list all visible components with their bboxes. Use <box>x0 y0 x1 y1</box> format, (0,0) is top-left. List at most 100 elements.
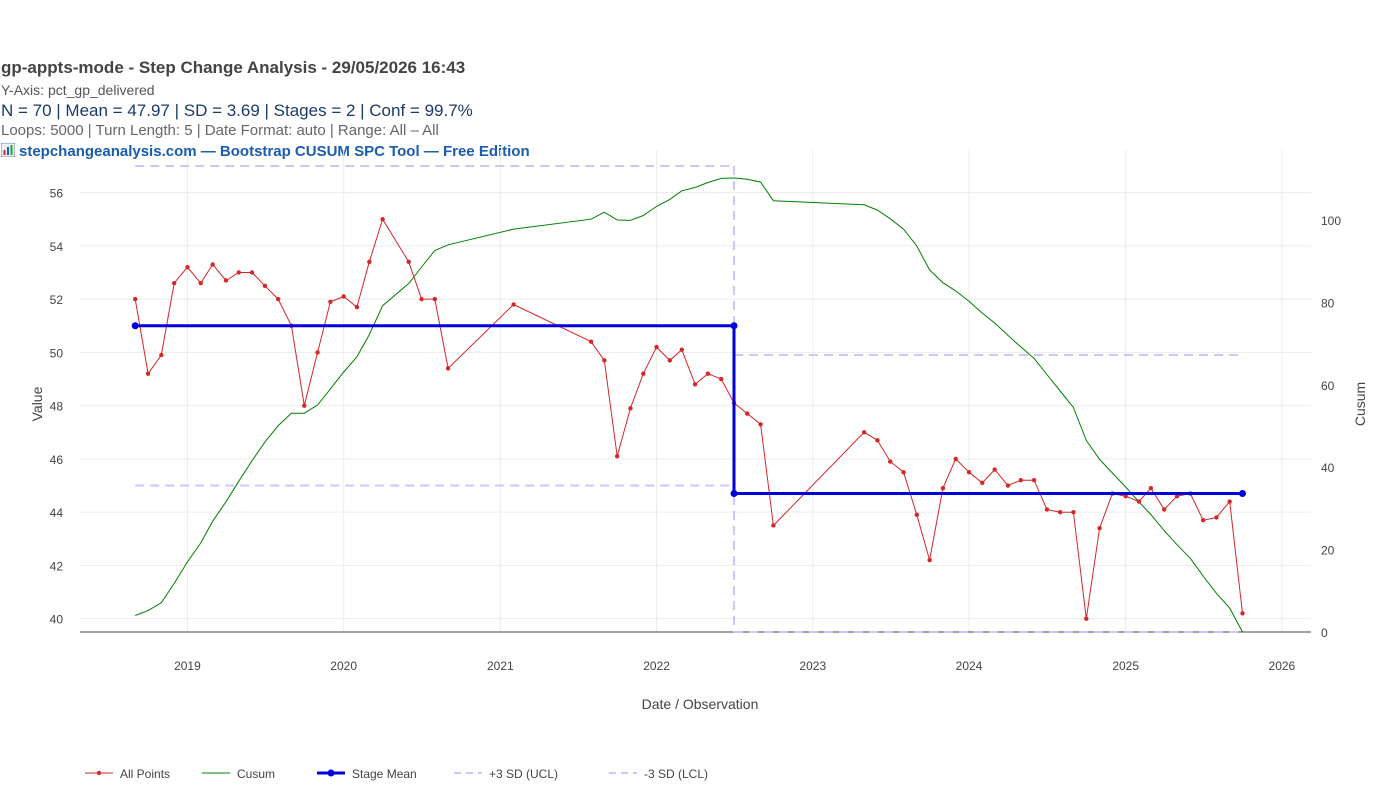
data-point <box>1214 515 1219 520</box>
data-point <box>679 347 685 352</box>
data-point <box>914 512 919 518</box>
data-point <box>654 344 659 350</box>
data-point <box>145 371 151 376</box>
legend-label: All Points <box>120 767 170 781</box>
data-point <box>1240 611 1245 616</box>
data-point <box>341 294 346 299</box>
points-line <box>134 217 1243 619</box>
bar-chart-icon <box>1 143 15 157</box>
data-point <box>210 262 215 267</box>
data-point <box>1148 485 1154 491</box>
y-axis-caption: Y-Axis: pct_gp_delivered <box>1 82 155 98</box>
data-point <box>328 299 333 304</box>
legend[interactable]: All Points Cusum Stage Mean +3 SD (UCL) -3 S… <box>85 767 708 781</box>
legend-label: Stage Mean <box>352 767 417 781</box>
x-tick-label: 2026 <box>1269 659 1296 673</box>
data-point <box>198 280 203 286</box>
data-point <box>354 304 360 310</box>
x-tick-label: 2022 <box>643 659 670 673</box>
data-point <box>1005 483 1011 488</box>
stats-summary: N = 70 | Mean = 47.97 | SD = 3.69 | Stag… <box>1 101 473 120</box>
data-point <box>315 350 320 355</box>
y2-tick-label: 60 <box>1321 379 1335 393</box>
y-tick-label: 50 <box>50 346 64 360</box>
y2-tick-label: 40 <box>1321 461 1335 475</box>
credit-link[interactable]: stepchangeanalysis.com — Bootstrap CUSUM… <box>1 143 530 160</box>
data-point <box>1044 507 1050 512</box>
stage-mean-marker <box>1239 490 1247 498</box>
legend-item[interactable]: Stage Mean <box>317 767 417 781</box>
legend-item[interactable]: Cusum <box>202 767 275 781</box>
stage-mean-line <box>135 324 1243 495</box>
x-tick-label: 2023 <box>799 659 826 673</box>
data-point <box>1071 509 1076 515</box>
data-point <box>1057 509 1063 515</box>
y2-tick-label: 0 <box>1321 626 1328 640</box>
data-point <box>445 366 451 371</box>
y-axis-label: Value <box>29 386 45 421</box>
credit-text: stepchangeanalysis.com — Bootstrap CUSUM… <box>19 143 530 160</box>
legend-item[interactable]: All Points <box>85 767 170 781</box>
data-point <box>940 485 946 491</box>
y-tick-label: 52 <box>50 293 64 307</box>
y-tick-label: 44 <box>50 506 64 520</box>
stage-mean-marker <box>730 490 738 498</box>
y-tick-label: 46 <box>50 453 64 467</box>
data-point <box>980 480 985 486</box>
data-point <box>705 371 711 376</box>
legend-item[interactable]: -3 SD (LCL) <box>609 767 708 781</box>
data-point <box>406 259 411 265</box>
data-point <box>602 358 607 363</box>
data-point <box>171 280 177 286</box>
legend-marker-stage-mean <box>327 769 335 777</box>
data-point <box>641 371 646 376</box>
data-point <box>1031 478 1037 483</box>
data-point <box>133 296 138 302</box>
data-point <box>367 259 372 265</box>
data-point <box>692 382 698 387</box>
data-point <box>966 470 972 475</box>
data-point <box>718 376 724 382</box>
y2-axis-label: Cusum <box>1352 382 1368 426</box>
legend-label: Cusum <box>237 767 275 781</box>
data-point <box>1200 517 1206 523</box>
data-point <box>745 411 750 416</box>
plot-area <box>131 165 1247 633</box>
data-point <box>758 422 763 427</box>
data-point <box>1097 525 1102 531</box>
data-point <box>861 430 867 435</box>
cusum-line <box>135 177 1243 633</box>
x-tick-label: 2021 <box>487 659 514 673</box>
data-point <box>888 459 893 464</box>
data-point <box>432 296 438 302</box>
data-point <box>1161 507 1167 512</box>
data-point <box>614 454 620 459</box>
legend-item[interactable]: +3 SD (UCL) <box>454 767 558 781</box>
grid-lines <box>80 150 1311 632</box>
stage-mean-marker <box>131 322 139 330</box>
data-point <box>1136 499 1142 504</box>
y-tick-label: 42 <box>50 559 64 573</box>
x-tick-label: 2019 <box>174 659 201 673</box>
legend-label: -3 SD (LCL) <box>644 767 708 781</box>
x-tick-label: 2025 <box>1112 659 1139 673</box>
data-point <box>159 352 164 358</box>
data-point <box>927 557 932 563</box>
legend-label: +3 SD (UCL) <box>489 767 558 781</box>
x-axis-label: Date / Observation <box>642 696 759 712</box>
y2-tick-label: 100 <box>1321 214 1341 228</box>
data-point <box>249 270 255 275</box>
data-point <box>262 283 268 289</box>
lcl-line <box>135 484 1243 633</box>
y2-tick-label: 20 <box>1321 544 1335 558</box>
data-point <box>236 270 241 275</box>
data-point <box>1174 493 1180 499</box>
y-tick-label: 40 <box>50 613 64 627</box>
data-point <box>588 339 594 344</box>
y-tick-label: 48 <box>50 400 64 414</box>
data-point <box>992 467 997 472</box>
data-point <box>628 406 633 411</box>
x-tick-label: 2020 <box>330 659 357 673</box>
stage-mean-marker <box>730 322 738 330</box>
data-point <box>901 470 906 475</box>
